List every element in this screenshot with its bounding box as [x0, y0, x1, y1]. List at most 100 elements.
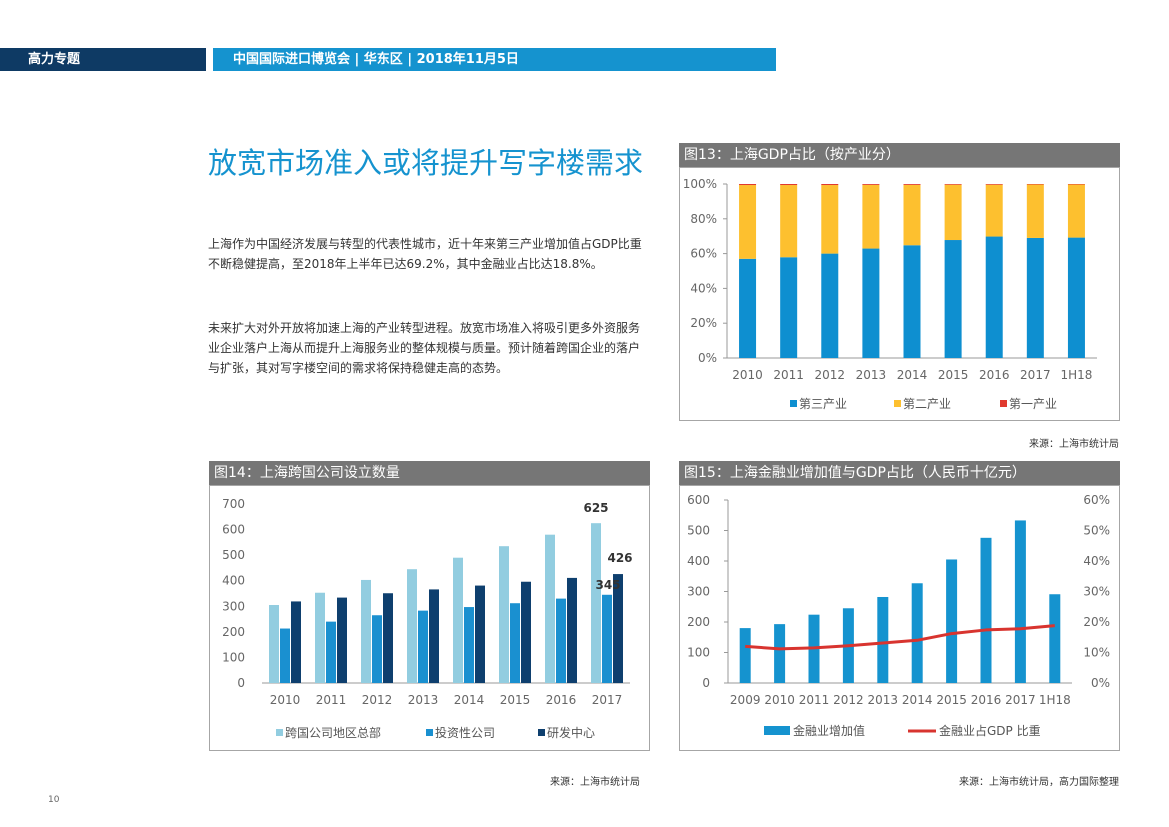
fig14-y-tick: 700 — [222, 497, 245, 511]
fig15-y-right-tick: 30% — [1083, 585, 1110, 599]
fig14-x-tick: 2014 — [454, 693, 485, 707]
fig15-line-series — [745, 624, 1055, 651]
fig15-x-tick: 2011 — [799, 693, 830, 707]
fig14-data-label-3: 345 — [595, 578, 620, 592]
fig13-x-tick: 2017 — [1020, 368, 1051, 382]
fig15-y-right-tick: 40% — [1083, 554, 1110, 568]
fig13-y-tick: 20% — [690, 316, 717, 330]
fig15-legend-label-1: 金融业占GDP 比重 — [939, 723, 1041, 738]
fig13-y-tick: 40% — [690, 281, 717, 295]
fig14-x-tick: 2015 — [500, 693, 531, 707]
fig15-bar — [774, 624, 786, 683]
fig15-y-left-tick: 200 — [687, 615, 710, 629]
fig14-bar-1 — [602, 594, 612, 683]
fig13-x-tick: 2012 — [815, 368, 846, 382]
fig13-bar-1 — [862, 184, 880, 249]
fig14-data-label-2: 426 — [607, 551, 632, 565]
fig15-bar — [877, 596, 889, 683]
fig14-bar-2 — [567, 577, 577, 683]
fig13-x-tick: 2011 — [773, 368, 804, 382]
fig14-legend-label-2: 研发中心 — [547, 725, 595, 740]
fig14-bar-0 — [361, 579, 371, 683]
section-label: 高力专题 — [28, 52, 81, 67]
fig13-bar-1 — [903, 184, 921, 246]
fig15-y-left-tick: 300 — [687, 585, 710, 599]
fig15-bar — [911, 583, 923, 683]
figure-15-source: 来源：上海市统计局，高力国际整理 — [959, 777, 1119, 788]
fig14-y-tick: 500 — [222, 548, 245, 562]
fig14-legend-label-0: 跨国公司地区总部 — [285, 725, 381, 740]
fig13-x-tick: 2015 — [938, 368, 969, 382]
fig15-bar — [980, 537, 992, 683]
fig13-y-tick: 100% — [683, 177, 717, 191]
fig14-bar-1 — [418, 610, 428, 683]
fig13-bar-0 — [903, 245, 921, 358]
fig13-bar-2 — [1026, 184, 1044, 185]
fig15-y-right-tick: 50% — [1083, 524, 1110, 538]
fig14-bar-0 — [591, 523, 601, 683]
fig14-x-tick: 2012 — [362, 693, 393, 707]
figure-15-title: 图15：上海金融业增加值与GDP占比（人民币十亿元） — [679, 461, 1120, 485]
fig14-bar-1 — [326, 621, 336, 683]
fig13-bar-2 — [985, 184, 1003, 185]
fig13-bar-1 — [821, 185, 839, 254]
fig13-bar-2 — [1067, 184, 1085, 185]
figure-14-chart: 0 100 200 300 400 500 600 700 2010 2011 2012 2013 20… — [222, 497, 632, 740]
fig14-bar-2 — [291, 601, 301, 683]
fig14-x-tick: 2016 — [546, 693, 577, 707]
fig15-bar — [1014, 520, 1026, 683]
fig14-bar-2 — [521, 581, 531, 683]
fig13-bar-0 — [862, 248, 880, 358]
fig13-bar-0 — [985, 236, 1003, 358]
fig13-bar-2 — [739, 184, 757, 186]
fig15-x-tick: 2016 — [971, 693, 1002, 707]
fig15-x-tick: 2010 — [764, 693, 795, 707]
figure-13: 图13：上海GDP占比（按产业分） 0% 20% 40% 60% 80% 100% 2010… — [679, 143, 1120, 421]
fig13-bar-2 — [780, 184, 798, 186]
fig13-bar-2 — [862, 184, 880, 185]
fig13-legend-swatch-0 — [790, 400, 797, 407]
fig13-y-tick: 0% — [698, 351, 717, 365]
fig14-y-tick: 400 — [222, 574, 245, 588]
fig14-y-tick: 200 — [222, 625, 245, 639]
fig14-bar-1 — [280, 628, 290, 683]
figure-13-source: 来源：上海市统计局 — [1029, 439, 1119, 450]
fig13-x-tick: 2010 — [732, 368, 763, 382]
fig13-x-tick: 2016 — [979, 368, 1010, 382]
figure-15: 图15：上海金融业增加值与GDP占比（人民币十亿元） 0 100 200 300 400… — [679, 461, 1120, 751]
fig13-x-tick: 2013 — [856, 368, 887, 382]
fig14-bar-2 — [337, 597, 347, 683]
fig14-x-tick: 2011 — [316, 693, 347, 707]
figure-14-title: 图14：上海跨国公司设立数量 — [209, 461, 650, 485]
fig15-y-left-tick: 600 — [687, 493, 710, 507]
fig13-bar-2 — [903, 184, 921, 185]
fig13-bar-0 — [739, 258, 757, 358]
fig15-y-right-tick: 20% — [1083, 615, 1110, 629]
fig14-y-tick: 0 — [237, 676, 245, 690]
fig15-bar — [946, 559, 958, 683]
section-band: 高力专题 — [0, 48, 206, 71]
fig15-x-tick: 2015 — [936, 693, 967, 707]
fig14-bar-0 — [407, 569, 417, 683]
fig14-bar-1 — [464, 607, 474, 683]
fig14-bar-1 — [372, 615, 382, 683]
fig15-bar — [1049, 594, 1061, 683]
fig13-x-tick: 2014 — [897, 368, 928, 382]
fig14-bar-1 — [556, 598, 566, 683]
fig13-bar-0 — [944, 240, 962, 358]
fig14-bar-2 — [383, 593, 393, 683]
fig14-x-tick: 2017 — [592, 693, 623, 707]
fig13-bar-1 — [1026, 184, 1044, 238]
fig13-legend-swatch-1 — [894, 400, 901, 407]
fig13-legend-label-1: 第二产业 — [903, 397, 951, 411]
fig14-bar-2 — [613, 574, 623, 683]
figure-13-title: 图13：上海GDP占比（按产业分） — [679, 143, 1120, 167]
fig14-bar-0 — [269, 605, 279, 683]
fig13-y-tick: 60% — [690, 247, 717, 261]
article-paragraph-2: 未来扩大对外开放将加速上海的产业转型进程。放宽市场准入将吸引更多外资服务业企业落… — [208, 321, 641, 375]
fig15-legend-label-0: 金融业增加值 — [793, 723, 865, 738]
article-title: 放宽市场准入或将提升写字楼需求 — [208, 146, 644, 180]
fig13-legend-swatch-2 — [1000, 400, 1007, 407]
figure-13-chart: 0% 20% 40% 60% 80% 100% 2010 2011 2012 2013 2014 20… — [683, 177, 1097, 411]
article-paragraph-1: 上海作为中国经济发展与转型的代表性城市，近十年来第三产业增加值占GDP比重不断稳… — [208, 237, 642, 271]
